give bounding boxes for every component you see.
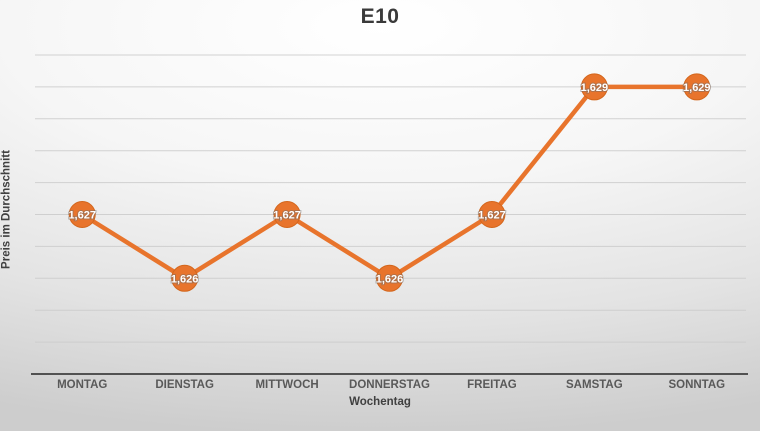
data-point-marker [683,73,711,101]
x-tick-label: SONNTAG [668,379,725,391]
x-axis-title: Wochentag [349,396,411,408]
data-label: 1,629 [581,82,609,94]
data-point-marker [376,264,403,292]
data-label: 1,629 [683,82,711,94]
data-label: 1,627 [273,210,301,222]
data-point-marker [273,201,301,228]
x-tick-label: MONTAG [57,379,107,391]
data-point-marker [478,201,506,228]
x-tick-label: DIENSTAG [155,379,214,391]
data-point-marker [580,73,608,101]
x-tick-label: SAMSTAG [566,379,623,391]
data-label: 1,626 [171,273,199,285]
data-label: 1,627 [478,210,506,222]
data-label: 1,627 [68,210,96,222]
x-tick-label: DONNERSTAG [349,379,430,391]
data-point-marker [68,201,96,228]
chart-title: E10 [360,5,400,28]
x-tick-label: MITTWOCH [255,379,318,391]
data-label: 1,626 [376,273,404,285]
data-point-marker [171,264,199,292]
x-tick-label: FREITAG [467,379,517,391]
